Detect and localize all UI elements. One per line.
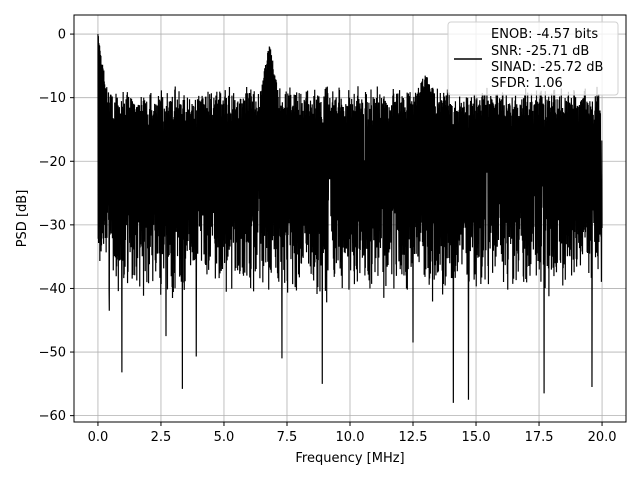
- y-tick-label: −30: [39, 218, 66, 233]
- y-tick-label: 0: [58, 28, 66, 43]
- legend-line-sinad: SINAD: -25.72 dB: [491, 60, 603, 75]
- y-axis-ticks: 0 −10 −20 −30 −40 −50 −60: [39, 28, 74, 424]
- x-tick-label: 20.0: [588, 430, 617, 445]
- x-tick-label: 15.0: [462, 430, 491, 445]
- legend-line-snr: SNR: -25.71 dB: [491, 44, 589, 59]
- x-axis-label: Frequency [MHz]: [295, 451, 404, 466]
- y-tick-label: −60: [39, 409, 66, 424]
- x-tick-label: 7.5: [277, 430, 298, 445]
- psd-series-line: [97, 34, 603, 403]
- y-tick-label: −20: [39, 155, 66, 170]
- x-axis-ticks: 0.0 2.5 5.0 7.5 10.0 12.5 15.0 17.5 20.0: [88, 422, 617, 445]
- y-tick-label: −10: [39, 91, 66, 106]
- y-axis-label: PSD [dB]: [15, 190, 30, 248]
- y-tick-label: −40: [39, 282, 66, 297]
- x-tick-label: 0.0: [88, 430, 109, 445]
- legend: ENOB: -4.57 bits SNR: -25.71 dB SINAD: -…: [447, 21, 619, 96]
- x-tick-label: 5.0: [214, 430, 235, 445]
- legend-box: [447, 21, 619, 96]
- x-tick-label: 2.5: [151, 430, 172, 445]
- y-tick-label: −50: [39, 346, 66, 361]
- legend-line-enob: ENOB: -4.57 bits: [491, 27, 598, 42]
- x-tick-label: 12.5: [399, 430, 428, 445]
- x-tick-label: 10.0: [336, 430, 365, 445]
- x-tick-label: 17.5: [525, 430, 554, 445]
- plot-area: [97, 34, 603, 403]
- legend-line-sfdr: SFDR: 1.06: [491, 76, 563, 91]
